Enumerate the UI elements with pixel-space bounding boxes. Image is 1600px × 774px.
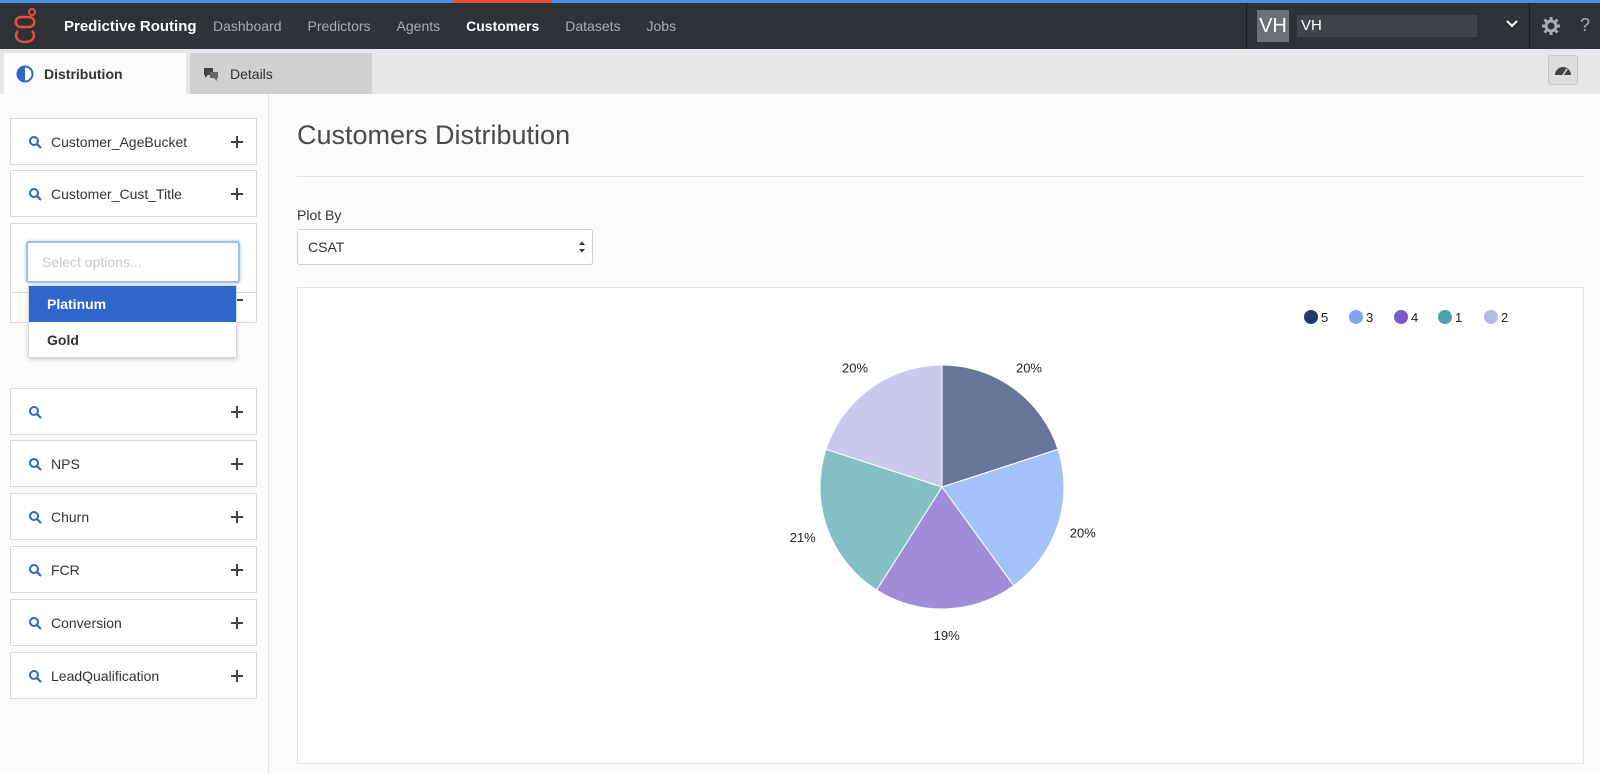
pie-data-label: 20% <box>1070 526 1096 541</box>
filter-label: Customer_AgeBucket <box>51 134 188 150</box>
tab-label: Details <box>230 65 273 82</box>
filter-customer-cust-title[interactable]: Customer_Cust_Title <box>10 170 257 217</box>
nav-item-customers[interactable]: Customers <box>453 0 553 49</box>
filter-label: Conversion <box>51 615 122 631</box>
filter-customer-agebucket[interactable]: Customer_AgeBucket <box>10 118 257 165</box>
filter-fcr[interactable]: FCR <box>10 546 257 593</box>
filter-conversion[interactable]: Conversion <box>10 599 257 646</box>
search-icon <box>29 458 42 471</box>
legend-label: 4 <box>1411 310 1418 325</box>
legend-item-5[interactable]: 5 <box>1304 310 1328 325</box>
filter-sidebar: Customer_AgeBucketCustomer_Cust_TitleCus… <box>0 94 269 774</box>
filter-label: Customer_Cust_Title <box>51 186 182 202</box>
dropdown-option[interactable]: Gold <box>47 332 79 348</box>
pie-chart: 20% 20% 19% 21% 20% 5 3 4 1 2 <box>790 310 1508 643</box>
user-menu[interactable]: VH VH <box>1246 3 1518 49</box>
nav-item-datasets[interactable]: Datasets <box>565 18 621 34</box>
segment-options-input[interactable]: Select options... <box>26 241 240 283</box>
chat-bubbles-icon <box>204 67 218 81</box>
plot-by-label: Plot By <box>297 207 342 223</box>
segment-options-dropdown: Platinum Gold <box>28 285 237 358</box>
pie-slice-2[interactable] <box>825 364 943 488</box>
nav-item-jobs[interactable]: Jobs <box>646 18 677 34</box>
filter-label: Churn <box>51 509 90 525</box>
tab-label: Distribution <box>44 65 123 82</box>
search-icon <box>29 136 42 149</box>
gauge-icon <box>1555 67 1571 76</box>
expand-icon[interactable] <box>230 669 244 683</box>
divider <box>1529 3 1530 49</box>
nav-item-agents[interactable]: Agents <box>396 18 441 34</box>
page-title: Customers Distribution <box>297 120 571 150</box>
nav-item-predictors[interactable]: Predictors <box>307 18 371 34</box>
expand-icon[interactable] <box>230 616 244 630</box>
search-icon <box>29 406 42 419</box>
dropdown-option[interactable]: Platinum <box>29 286 236 322</box>
legend-label: 1 <box>1455 310 1462 325</box>
pie-slice-3[interactable] <box>941 448 1065 587</box>
search-icon <box>29 188 42 201</box>
legend-swatch <box>1438 310 1452 324</box>
help-icon[interactable]: ? <box>1580 15 1591 35</box>
genesys-logo-icon[interactable] <box>10 7 44 45</box>
top-navbar: Predictive Routing Dashboard Predictors Ag… <box>0 0 1600 49</box>
gear-icon[interactable] <box>1542 17 1560 35</box>
chart-panel: 20% 20% 19% 21% 20% 5 3 4 1 2 <box>297 287 1584 764</box>
pie-slice-5[interactable] <box>941 364 1059 488</box>
filter-label: FCR <box>51 562 80 578</box>
legend-item-2[interactable]: 2 <box>1484 310 1508 325</box>
legend-swatch <box>1349 310 1363 324</box>
tab-details[interactable]: Details <box>190 53 372 94</box>
filter-nps[interactable]: NPS <box>10 440 257 487</box>
nav-item-dashboard[interactable]: Dashboard <box>213 18 282 34</box>
dashboard-toggle-button[interactable] <box>1548 55 1578 85</box>
search-icon <box>29 564 42 577</box>
expand-icon[interactable] <box>230 187 244 201</box>
select-arrows-icon <box>579 241 585 253</box>
expand-icon[interactable] <box>230 135 244 149</box>
app-title: Predictive Routing <box>64 18 197 35</box>
avatar[interactable]: VH <box>1257 10 1289 42</box>
filter-hidden[interactable] <box>10 388 257 435</box>
legend-item-3[interactable]: 3 <box>1349 310 1373 325</box>
legend-label: 5 <box>1321 310 1328 325</box>
pie-data-label: 20% <box>842 360 868 375</box>
legend-swatch <box>1394 310 1408 324</box>
plot-by-select[interactable]: CSAT <box>297 229 593 265</box>
legend-label: 3 <box>1366 310 1373 325</box>
main-nav: Dashboard Predictors Agents Customers Datase… <box>200 0 689 49</box>
pie-data-label: 20% <box>1016 360 1042 375</box>
half-circle-icon <box>16 65 34 82</box>
legend-label: 2 <box>1501 310 1508 325</box>
chevron-down-icon[interactable] <box>1505 17 1519 31</box>
plot-by-value: CSAT <box>308 239 345 255</box>
filter-label: LeadQualification <box>51 668 160 684</box>
expand-icon[interactable] <box>230 510 244 524</box>
pie-data-label: 19% <box>934 628 960 643</box>
legend-swatch <box>1304 310 1318 324</box>
expand-icon[interactable] <box>230 563 244 577</box>
legend-item-4[interactable]: 4 <box>1394 310 1418 325</box>
tabs-bar: Distribution Details <box>0 49 1600 94</box>
filter-label: NPS <box>51 456 80 472</box>
pie-slice-1[interactable] <box>819 448 943 591</box>
legend-swatch <box>1484 310 1498 324</box>
pie-data-label: 21% <box>790 530 816 545</box>
filter-churn[interactable]: Churn <box>10 493 257 540</box>
search-icon <box>29 670 42 683</box>
user-name[interactable]: VH <box>1297 15 1477 37</box>
search-icon <box>29 511 42 524</box>
tab-distribution[interactable]: Distribution <box>4 53 186 94</box>
pie-slice-4[interactable] <box>875 486 1015 610</box>
filter-leadqualification[interactable]: LeadQualification <box>10 652 257 699</box>
expand-icon[interactable] <box>230 405 244 419</box>
expand-icon[interactable] <box>230 457 244 471</box>
search-icon <box>29 617 42 630</box>
divider <box>297 176 1584 177</box>
legend-item-1[interactable]: 1 <box>1438 310 1462 325</box>
